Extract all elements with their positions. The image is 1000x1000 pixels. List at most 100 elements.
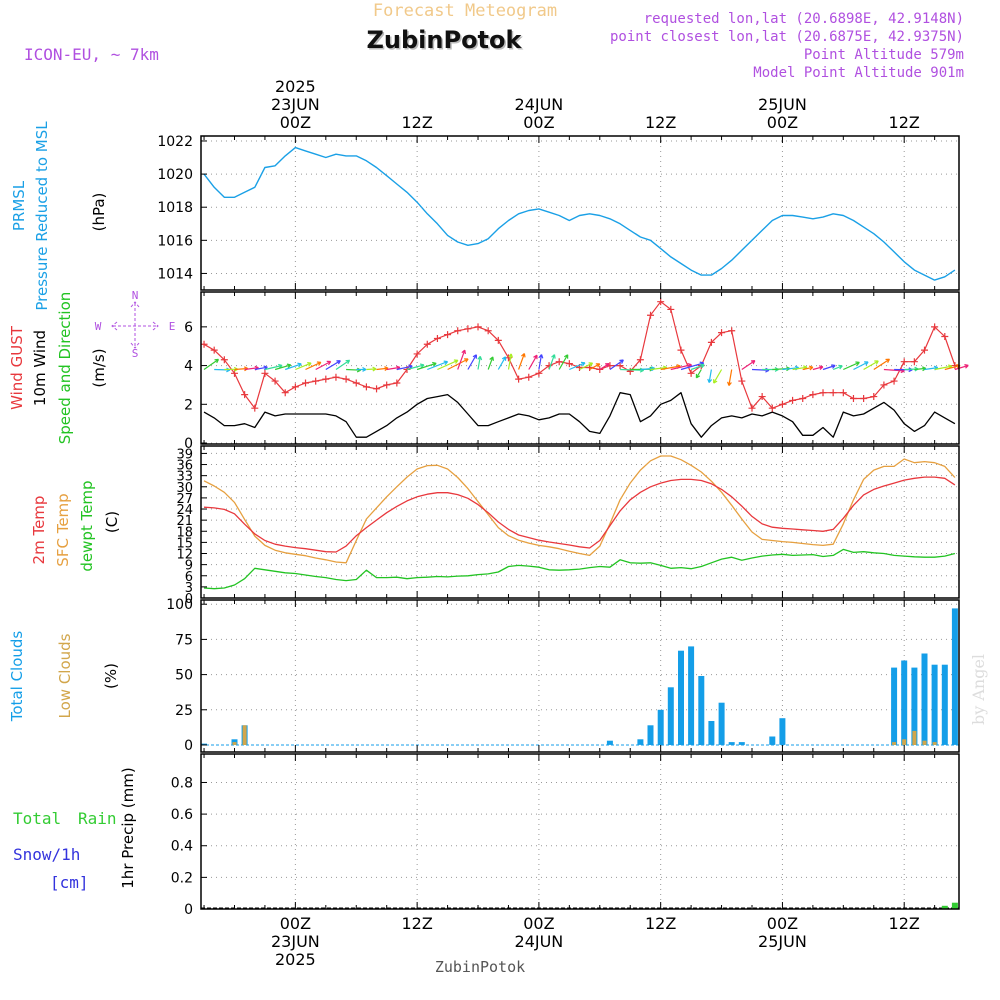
gust-marker [444,331,452,339]
y-tick-label: 75 [175,632,193,648]
top-time-label: 23JUN [271,95,320,114]
top-time-label: 00Z [523,113,554,132]
dewpt-line [203,548,956,590]
y-tick-label: 1014 [157,266,193,282]
wind-arrow [254,365,268,371]
wind-arrow [599,363,610,371]
wind-arrow [569,361,586,371]
gust-marker [251,404,259,412]
y-tick-label: 9 [185,559,193,574]
y-tick-label: 1016 [157,233,193,249]
wind-arrow [589,363,601,371]
wind-arrow [822,364,836,371]
gust-marker [494,336,502,344]
panel-frame [200,753,960,910]
wind-arrow [707,369,713,383]
gust-marker [261,369,269,377]
low-cloud-bar [912,730,917,745]
wind-dir-label: Speed and Direction [56,292,74,445]
temp-unit: (C) [103,511,121,533]
gust-marker [484,327,492,335]
total-cloud-bar [606,740,613,745]
low-cloud-bar [932,742,937,745]
total-cloud-bar [931,664,938,745]
top-time-label: 12Z [889,113,920,132]
point-altitude: Point Altitude 579m [804,47,964,63]
y-tick-label: 15 [176,536,193,551]
wind-arrow [695,369,702,379]
top-time-label: 2025 [275,77,316,96]
total-cloud-bar [647,725,654,745]
wind-arrow [366,366,377,372]
pressure-label-2: Pressure Reduced to MSL [33,121,51,311]
low-cloud-bar [902,739,907,745]
rain-bar [941,905,948,909]
y-tick-label: 0.8 [171,775,193,791]
gust-marker [819,389,827,397]
total-cloud-bar [901,660,908,745]
bottom-time-label: 23JUN [271,932,320,951]
bottom-time-label: 12Z [645,914,676,933]
gust-marker [535,369,543,377]
gust-marker [809,391,817,399]
rain-label: Rain [78,809,117,828]
wind-arrow [274,363,292,371]
gust-marker [383,381,391,389]
precip-unit: 1hr Precip (mm) [119,767,137,888]
wind-arrow [843,361,860,371]
model-name: ICON-EU, ~ 7km [24,45,159,64]
bottom-time-label: 00Z [523,914,554,933]
y-tick-label: 1020 [157,167,193,183]
credit-watermark: by Angel [969,654,988,725]
y-tick-label: 1022 [157,134,193,150]
footer-location: ZubinPotok [435,958,525,976]
panel-frame [200,135,960,291]
total-cloud-bar [657,709,664,745]
gust-marker [657,298,665,306]
gust-marker [565,360,573,368]
low-cloud-bar [892,742,897,745]
y-tick-label: 0 [184,902,193,918]
bottom-time-label: 2025 [275,950,316,969]
total-cloud-bar [637,739,644,745]
wind-arrow [335,359,351,370]
gust-marker [515,375,523,383]
total-cloud-bar [891,667,898,745]
wind-arrow [467,354,477,370]
gust-marker [941,333,949,341]
wind-labels: Wind GUST 10m Wind Speed and Direction (… [8,289,175,444]
wind-arrow [315,360,332,371]
wind-arrow [437,359,459,371]
gust-marker [413,350,421,358]
gust-marker [799,394,807,402]
y-tick-label: 24 [176,503,193,518]
wind-speed-line [203,392,956,438]
gust-marker [433,334,441,342]
total-cloud-bar [728,742,735,745]
total-cloud-bar [921,653,928,745]
wind-arrow [427,360,449,371]
bottom-time-label: 12Z [889,914,920,933]
gust-marker [789,396,797,404]
sfc-label: SFC Temp [54,493,72,566]
panel-frame [200,599,960,753]
axes: 1014101610181020102202460369121518212427… [157,77,960,969]
wind-arrow [832,364,843,371]
y-tick-label: 0 [185,592,193,607]
pressure-line [203,146,956,281]
total-clouds-label: Total Clouds [8,631,26,723]
gust-marker [220,356,228,364]
total-cloud-bar [688,646,695,745]
wind-arrow [727,369,733,386]
gust-marker [931,323,939,331]
y-tick-label: 6 [185,570,193,585]
wind-arrow [518,353,526,370]
wind-arrow [356,366,367,372]
panel-frame [200,445,960,599]
gust-marker [748,404,756,412]
gust-marker [241,391,249,399]
gust-marker [707,338,715,346]
total-cloud-bar [698,676,705,745]
y-tick-label: 33 [176,470,193,485]
total-cloud-bar [769,736,776,745]
